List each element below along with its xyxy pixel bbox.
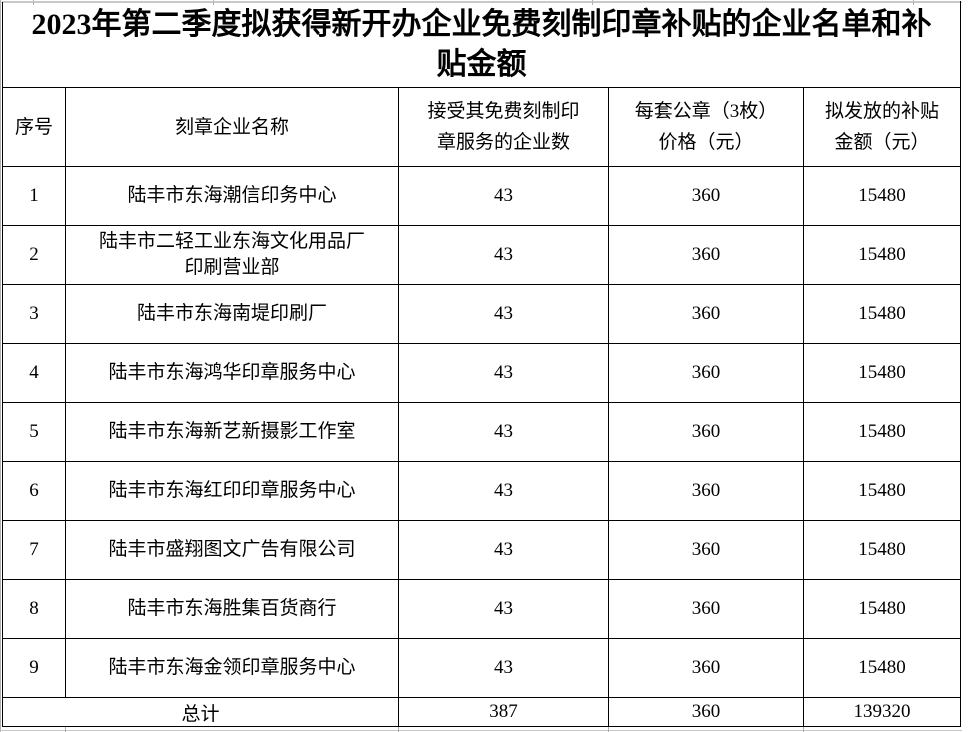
amount-cell: 15480 bbox=[803, 402, 961, 462]
seq-cell: 7 bbox=[2, 520, 66, 580]
count-cell: 43 bbox=[398, 402, 609, 462]
spreadsheet-bottom-tick bbox=[608, 727, 609, 732]
column-header-count: 接受其免费刻制印 章服务的企业数 bbox=[398, 87, 609, 167]
count-cell: 43 bbox=[398, 284, 609, 344]
company-name-cell: 陆丰市东海新艺新摄影工作室 bbox=[65, 402, 399, 462]
amount-cell: 15480 bbox=[803, 343, 961, 403]
count-cell: 43 bbox=[398, 343, 609, 403]
company-name-cell: 陆丰市东海金领印章服务中心 bbox=[65, 638, 399, 698]
total-price-cell: 360 bbox=[608, 697, 804, 727]
company-name-cell: 陆丰市东海红印印章服务中心 bbox=[65, 461, 399, 521]
price-cell: 360 bbox=[608, 343, 804, 403]
company-name-cell: 陆丰市东海南堤印刷厂 bbox=[65, 284, 399, 344]
seq-cell: 1 bbox=[2, 166, 66, 226]
price-cell: 360 bbox=[608, 166, 804, 226]
price-cell: 360 bbox=[608, 225, 804, 285]
table-row: 5 陆丰市东海新艺新摄影工作室 43 360 15480 bbox=[2, 402, 961, 462]
table-row: 6 陆丰市东海红印印章服务中心 43 360 15480 bbox=[2, 461, 961, 521]
count-cell: 43 bbox=[398, 166, 609, 226]
column-header-company: 刻章企业名称 bbox=[65, 87, 399, 167]
seq-cell: 4 bbox=[2, 343, 66, 403]
amount-cell: 15480 bbox=[803, 461, 961, 521]
table-row: 2 陆丰市二轻工业东海文化用品厂 印刷营业部 43 360 15480 bbox=[2, 225, 961, 285]
table-row: 3 陆丰市东海南堤印刷厂 43 360 15480 bbox=[2, 284, 961, 344]
column-header-seq: 序号 bbox=[2, 87, 66, 167]
amount-cell: 15480 bbox=[803, 166, 961, 226]
title-row: 2023年第二季度拟获得新开办企业免费刻制印章补贴的企业名单和补 贴金额 bbox=[2, 1, 961, 88]
amount-cell: 15480 bbox=[803, 225, 961, 285]
column-header-price: 每套公章（3枚） 价格（元） bbox=[608, 87, 804, 167]
seq-cell: 2 bbox=[2, 225, 66, 285]
amount-cell: 15480 bbox=[803, 579, 961, 639]
total-amount-cell: 139320 bbox=[803, 697, 961, 727]
spreadsheet-bottom-gridline bbox=[0, 730, 962, 731]
spreadsheet-bottom-tick bbox=[398, 727, 399, 732]
seq-cell: 8 bbox=[2, 579, 66, 639]
count-cell: 43 bbox=[398, 638, 609, 698]
price-cell: 360 bbox=[608, 579, 804, 639]
seq-cell: 6 bbox=[2, 461, 66, 521]
spreadsheet-left-gridline bbox=[0, 0, 1, 732]
table-row: 4 陆丰市东海鸿华印章服务中心 43 360 15480 bbox=[2, 343, 961, 403]
company-name-cell: 陆丰市东海鸿华印章服务中心 bbox=[65, 343, 399, 403]
table-row: 9 陆丰市东海金领印章服务中心 43 360 15480 bbox=[2, 638, 961, 698]
header-row: 序号 刻章企业名称 接受其免费刻制印 章服务的企业数 每套公章（3枚） 价格（元… bbox=[2, 87, 961, 167]
company-name-cell: 陆丰市东海胜集百货商行 bbox=[65, 579, 399, 639]
page-title: 2023年第二季度拟获得新开办企业免费刻制印章补贴的企业名单和补 贴金额 bbox=[2, 1, 961, 88]
company-name-cell: 陆丰市二轻工业东海文化用品厂 印刷营业部 bbox=[65, 225, 399, 285]
amount-cell: 15480 bbox=[803, 520, 961, 580]
spreadsheet-bottom-tick bbox=[803, 727, 804, 732]
price-cell: 360 bbox=[608, 638, 804, 698]
table-row: 7 陆丰市盛翔图文广告有限公司 43 360 15480 bbox=[2, 520, 961, 580]
seq-cell: 3 bbox=[2, 284, 66, 344]
count-cell: 43 bbox=[398, 461, 609, 521]
seq-cell: 9 bbox=[2, 638, 66, 698]
amount-cell: 15480 bbox=[803, 638, 961, 698]
company-name-cell: 陆丰市盛翔图文广告有限公司 bbox=[65, 520, 399, 580]
total-label-cell: 总计 bbox=[2, 697, 399, 727]
table-row: 8 陆丰市东海胜集百货商行 43 360 15480 bbox=[2, 579, 961, 639]
price-cell: 360 bbox=[608, 461, 804, 521]
price-cell: 360 bbox=[608, 284, 804, 344]
table-row: 1 陆丰市东海潮信印务中心 43 360 15480 bbox=[2, 166, 961, 226]
count-cell: 43 bbox=[398, 579, 609, 639]
column-header-amount: 拟发放的补贴 金额（元） bbox=[803, 87, 961, 167]
total-row: 总计 387 360 139320 bbox=[2, 697, 961, 727]
subsidy-table: 2023年第二季度拟获得新开办企业免费刻制印章补贴的企业名单和补 贴金额 序号 … bbox=[2, 1, 961, 727]
count-cell: 43 bbox=[398, 520, 609, 580]
price-cell: 360 bbox=[608, 402, 804, 462]
spreadsheet-bottom-tick bbox=[65, 727, 66, 732]
company-name-cell: 陆丰市东海潮信印务中心 bbox=[65, 166, 399, 226]
count-cell: 43 bbox=[398, 225, 609, 285]
price-cell: 360 bbox=[608, 520, 804, 580]
total-count-cell: 387 bbox=[398, 697, 609, 727]
amount-cell: 15480 bbox=[803, 284, 961, 344]
seq-cell: 5 bbox=[2, 402, 66, 462]
